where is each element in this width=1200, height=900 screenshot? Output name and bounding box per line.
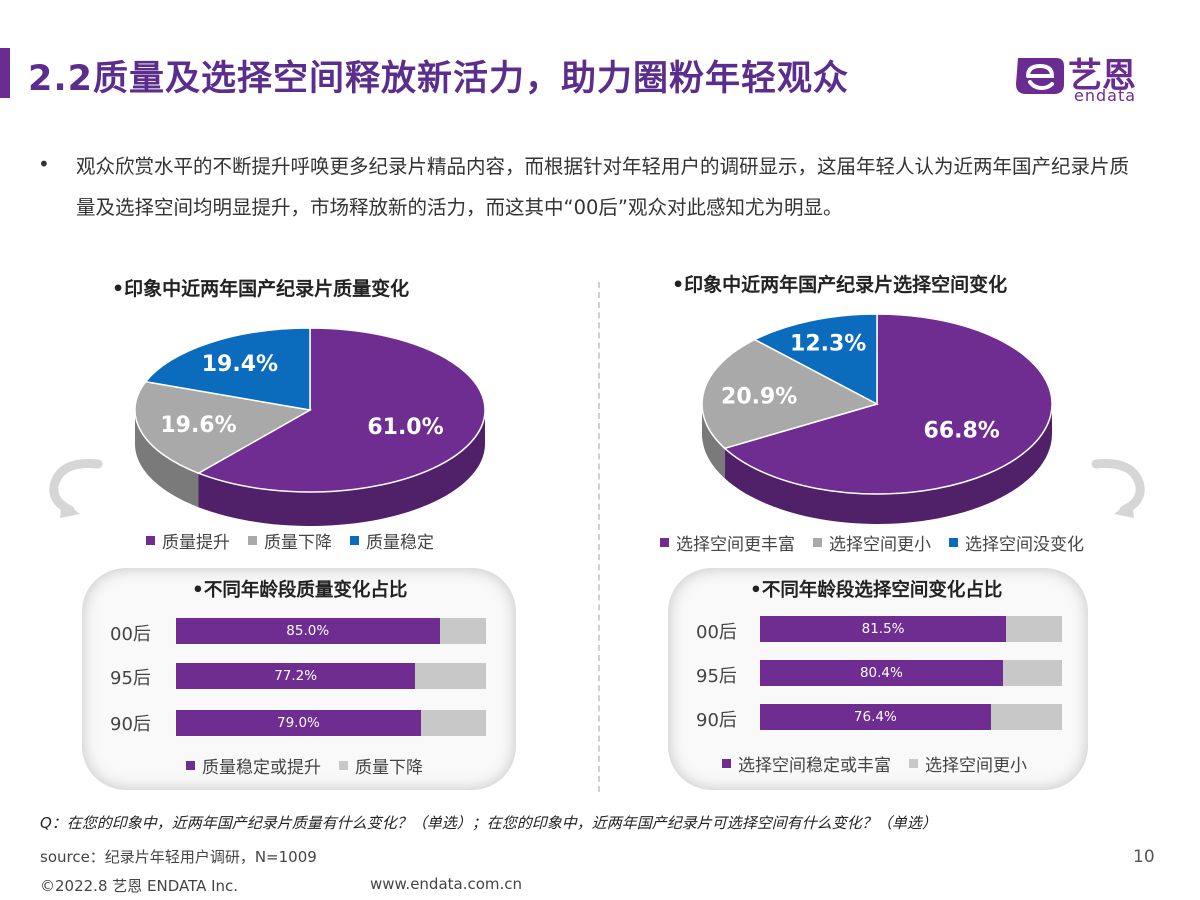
legend-item-quality-down: 质量下降 (248, 528, 332, 553)
quality-bar-track: 85.0% (176, 618, 486, 644)
legend-label: 选择空间更丰富 (676, 535, 795, 555)
pie-data-label: 19.4% (202, 352, 278, 377)
legend-swatch-blue (350, 536, 359, 545)
legend-swatch-gray (909, 759, 918, 768)
age-label: 90后 (696, 710, 737, 731)
pie-slice-side (724, 404, 1052, 524)
legend-label: 质量下降 (264, 533, 332, 553)
endata-logo-icon (1016, 58, 1064, 94)
legend-swatch-gray (339, 761, 348, 770)
pie-slice-side (702, 403, 725, 479)
legend-label: 选择空间没变化 (965, 535, 1084, 555)
legend-swatch-purple (146, 536, 155, 545)
rotate-arrow-right-icon (1091, 458, 1145, 518)
legend-label: 质量下降 (355, 758, 423, 778)
legend-item-smaller: 选择空间更小 (909, 751, 1027, 776)
legend-label: 质量提升 (162, 533, 230, 553)
pie-slice (701, 338, 879, 450)
pie-data-label: 19.6% (160, 413, 236, 438)
age-label: 90后 (110, 714, 151, 735)
intro-bullet: • (38, 152, 50, 176)
logo-english-text: endata (1074, 86, 1137, 105)
choice-bar-fill: 81.5% (760, 616, 1007, 642)
quality-bar-track: 77.2% (176, 663, 486, 689)
legend-swatch-blue (949, 538, 958, 547)
pie-slice (753, 313, 878, 406)
choice-pie-title: •印象中近两年国产纪录片选择空间变化 (672, 274, 1008, 296)
legend-label: 选择空间更小 (925, 756, 1027, 776)
pie-slice (134, 380, 313, 475)
choice-bar-track: 76.4% (760, 704, 1062, 730)
choice-bar-fill: 76.4% (760, 704, 991, 730)
choice-age-title: •不同年龄段选择空间变化占比 (750, 580, 1003, 601)
logo-chinese-text: 艺恩 (1068, 56, 1136, 96)
pie-slice (723, 313, 1053, 495)
quality-age-title: •不同年龄段质量变化占比 (192, 580, 408, 601)
survey-question-note: Q：在您的印象中，近两年国产纪录片质量有什么变化？（单选）；在您的印象中，近两年… (40, 814, 937, 832)
quality-bar-track: 79.0% (176, 710, 486, 736)
choice-bar-track: 81.5% (760, 616, 1062, 642)
copyright-text: ©2022.8 艺恩 ENDATA Inc. (40, 877, 239, 895)
legend-item-stable-or-richer: 选择空间稳定或丰富 (722, 751, 891, 776)
quality-pie-title: •印象中近两年国产纪录片质量变化 (112, 278, 410, 300)
page-number: 10 (1133, 847, 1155, 867)
page-title: 2.2质量及选择空间释放新活力，助力圈粉年轻观众 (28, 59, 850, 99)
legend-item-choice-smaller: 选择空间更小 (813, 530, 931, 555)
legend-item-choice-nochange: 选择空间没变化 (949, 530, 1084, 555)
age-label: 00后 (696, 622, 737, 643)
endata-logo: 艺恩 endata (1012, 46, 1162, 106)
quality-bar-fill: 77.2% (176, 663, 416, 689)
quality-bar-fill: 79.0% (176, 710, 421, 736)
legend-label: 质量稳定或提升 (202, 758, 321, 778)
legend-swatch-gray (248, 536, 257, 545)
pie-slice (196, 327, 486, 493)
column-divider (598, 282, 600, 792)
legend-swatch-gray (813, 538, 822, 547)
choice-pie-legend: 选择空间更丰富 选择空间更小 选择空间没变化 (660, 530, 1102, 555)
choice-bar-fill: 80.4% (760, 660, 1003, 686)
legend-swatch-purple (722, 759, 731, 768)
quality-bar-fill: 85.0% (176, 618, 440, 644)
age-label: 95后 (696, 666, 737, 687)
quality-pie-legend: 质量提升 质量下降 质量稳定 (146, 528, 452, 553)
legend-item-quality-up: 质量提升 (146, 528, 230, 553)
pie-slice (144, 327, 311, 411)
pie-data-label: 61.0% (367, 415, 443, 440)
age-label: 00后 (110, 624, 151, 645)
legend-label: 选择空间稳定或丰富 (738, 756, 891, 776)
pie-data-label: 66.8% (924, 418, 1000, 443)
choice-pie-chart: 66.8% 20.9% 12.3% (701, 313, 1053, 524)
pie-data-label: 12.3% (790, 331, 866, 356)
pie-slice-side (198, 410, 485, 526)
pie-data-label: 20.9% (721, 384, 797, 409)
age-label: 95后 (110, 668, 151, 689)
source-note: source：纪录片年轻用户调研，N=1009 (40, 848, 317, 866)
legend-label: 选择空间更小 (829, 535, 931, 555)
choice-bar-track: 80.4% (760, 660, 1062, 686)
intro-paragraph: 观众欣赏水平的不断提升呼唤更多纪录片精品内容，而根据针对年轻用户的调研显示，这届… (76, 155, 1130, 219)
legend-item-down: 质量下降 (339, 753, 423, 778)
title-accent-bar (0, 48, 10, 98)
website-url: www.endata.com.cn (370, 875, 523, 893)
choice-age-legend: 选择空间稳定或丰富 选择空间更小 (722, 751, 1045, 776)
quality-age-legend: 质量稳定或提升 质量下降 (186, 753, 441, 778)
legend-item-choice-richer: 选择空间更丰富 (660, 530, 795, 555)
rotate-arrow-left-icon (49, 458, 103, 518)
legend-label: 质量稳定 (366, 533, 434, 553)
quality-pie-chart: 61.0% 19.6% 19.4% (134, 327, 486, 526)
legend-swatch-purple (660, 538, 669, 547)
legend-swatch-purple (186, 761, 195, 770)
legend-item-stable-or-up: 质量稳定或提升 (186, 753, 321, 778)
legend-item-quality-stable: 质量稳定 (350, 528, 434, 553)
